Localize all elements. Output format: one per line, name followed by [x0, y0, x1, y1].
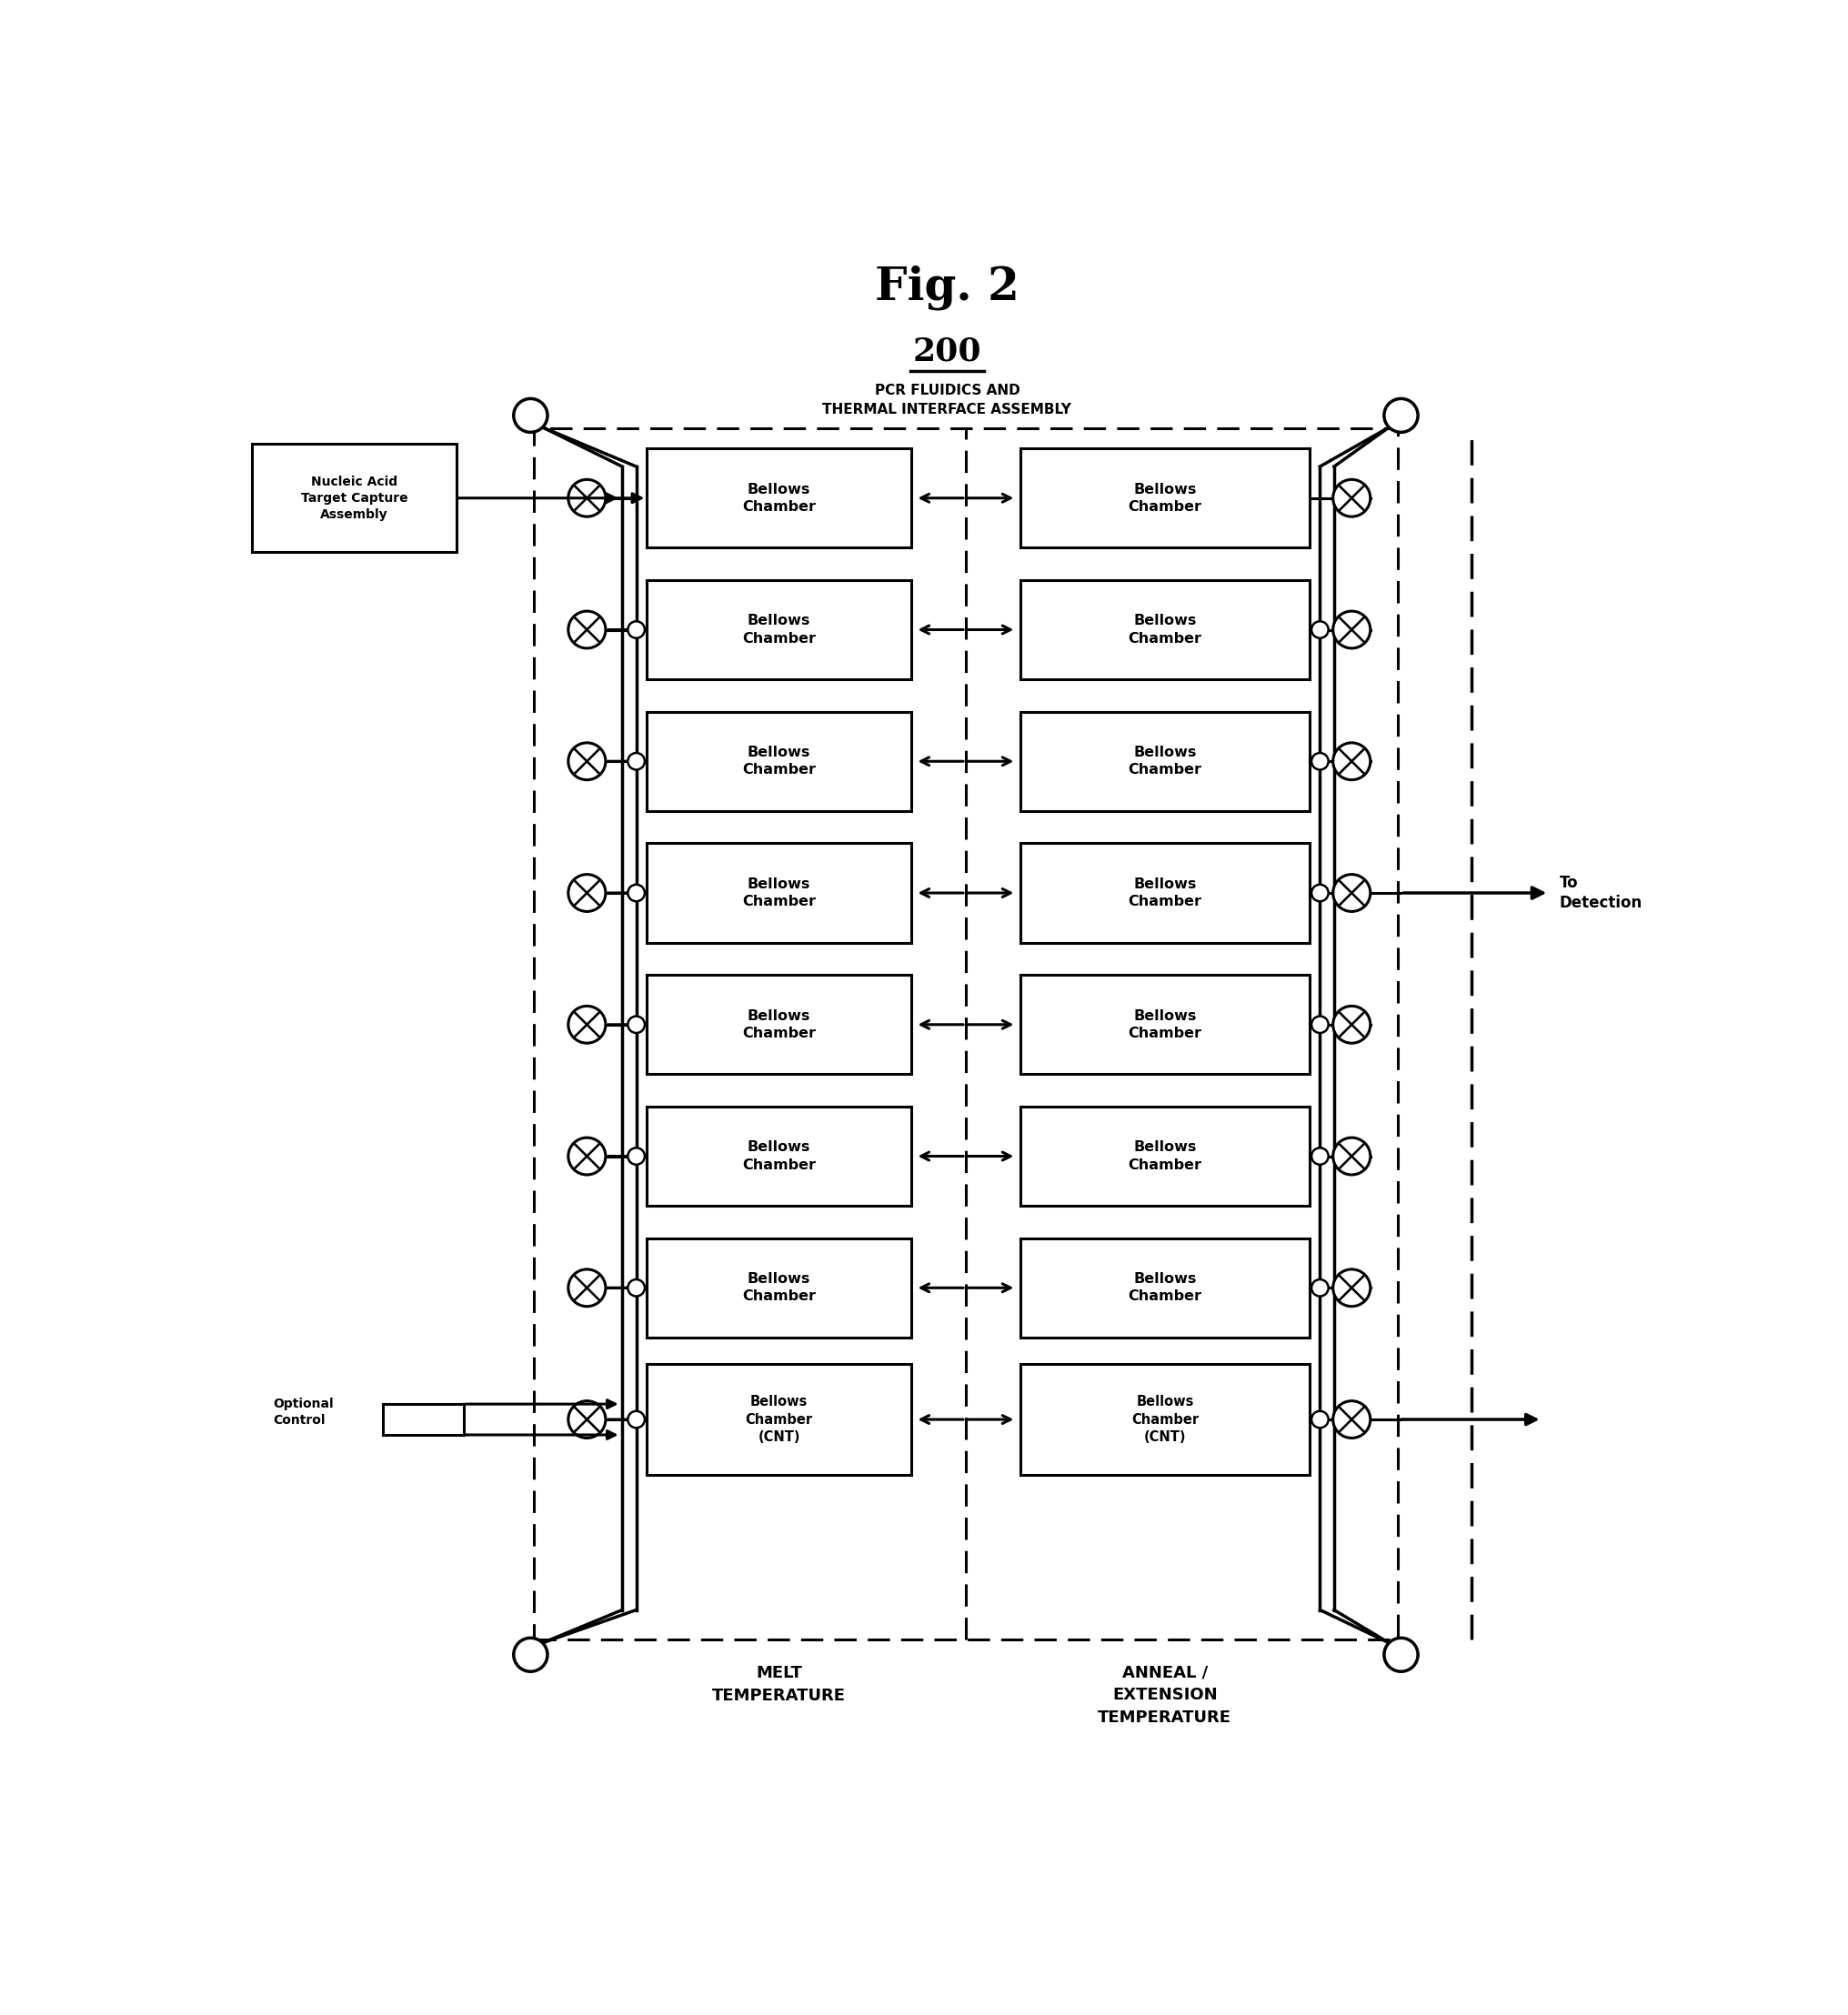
Circle shape — [567, 480, 606, 516]
Bar — [647, 449, 911, 548]
Circle shape — [567, 1138, 606, 1175]
Text: Optional
Control: Optional Control — [274, 1398, 334, 1427]
Bar — [1020, 580, 1310, 679]
Circle shape — [628, 1016, 645, 1034]
Text: Nucleic Acid
Target Capture
Assembly: Nucleic Acid Target Capture Assembly — [301, 476, 408, 520]
Text: Bellows
Chamber: Bellows Chamber — [743, 746, 815, 778]
Text: Bellows
Chamber: Bellows Chamber — [1127, 746, 1201, 778]
Circle shape — [1332, 1005, 1371, 1044]
Circle shape — [1312, 1149, 1329, 1165]
Text: Bellows
Chamber
(CNT): Bellows Chamber (CNT) — [745, 1394, 813, 1443]
Circle shape — [514, 1638, 547, 1672]
Bar — [1020, 1237, 1310, 1338]
Circle shape — [628, 1149, 645, 1165]
Text: Fig. 2: Fig. 2 — [874, 266, 1020, 310]
Circle shape — [1332, 875, 1371, 911]
Bar — [647, 842, 911, 943]
Circle shape — [567, 744, 606, 780]
Text: Bellows
Chamber: Bellows Chamber — [743, 615, 815, 645]
Text: MELT
TEMPERATURE: MELT TEMPERATURE — [711, 1664, 846, 1705]
Circle shape — [628, 621, 645, 639]
Circle shape — [628, 754, 645, 770]
Bar — [251, 443, 456, 552]
Circle shape — [1312, 754, 1329, 770]
Circle shape — [1332, 480, 1371, 516]
Circle shape — [1312, 1410, 1329, 1429]
Circle shape — [1332, 1138, 1371, 1175]
Text: Bellows
Chamber
(CNT): Bellows Chamber (CNT) — [1131, 1394, 1199, 1443]
Bar — [1020, 1364, 1310, 1475]
Circle shape — [514, 399, 547, 433]
Text: Bellows
Chamber: Bellows Chamber — [743, 482, 815, 514]
Circle shape — [567, 875, 606, 911]
Bar — [647, 1237, 911, 1338]
Circle shape — [567, 1269, 606, 1306]
Bar — [1020, 449, 1310, 548]
Bar — [534, 427, 1397, 1640]
Circle shape — [1332, 1269, 1371, 1306]
Bar — [1020, 842, 1310, 943]
Bar — [1020, 711, 1310, 810]
Circle shape — [1312, 885, 1329, 901]
Text: Bellows
Chamber: Bellows Chamber — [1127, 615, 1201, 645]
Text: Bellows
Chamber: Bellows Chamber — [743, 1271, 815, 1304]
Circle shape — [1312, 1280, 1329, 1296]
Circle shape — [628, 885, 645, 901]
Text: Bellows
Chamber: Bellows Chamber — [1127, 877, 1201, 909]
Circle shape — [1332, 744, 1371, 780]
Circle shape — [1312, 1016, 1329, 1034]
Circle shape — [628, 1410, 645, 1429]
Text: Bellows
Chamber: Bellows Chamber — [743, 1140, 815, 1173]
Text: 200: 200 — [913, 337, 981, 367]
Circle shape — [1332, 611, 1371, 649]
Circle shape — [1312, 621, 1329, 639]
Bar — [1020, 1106, 1310, 1205]
Bar — [647, 580, 911, 679]
Text: Bellows
Chamber: Bellows Chamber — [1127, 1271, 1201, 1304]
Circle shape — [1384, 1638, 1417, 1672]
Text: Bellows
Chamber: Bellows Chamber — [743, 877, 815, 909]
Bar — [647, 1106, 911, 1205]
Text: Bellows
Chamber: Bellows Chamber — [1127, 482, 1201, 514]
Bar — [647, 975, 911, 1074]
Circle shape — [1332, 1400, 1371, 1439]
Circle shape — [1384, 399, 1417, 433]
Circle shape — [567, 1400, 606, 1439]
Text: Bellows
Chamber: Bellows Chamber — [1127, 1010, 1201, 1040]
Text: Bellows
Chamber: Bellows Chamber — [1127, 1140, 1201, 1173]
Bar — [647, 711, 911, 810]
Text: Bellows
Chamber: Bellows Chamber — [743, 1010, 815, 1040]
Circle shape — [567, 1005, 606, 1044]
Circle shape — [628, 1280, 645, 1296]
Text: PCR FLUIDICS AND
THERMAL INTERFACE ASSEMBLY: PCR FLUIDICS AND THERMAL INTERFACE ASSEM… — [822, 385, 1072, 417]
Circle shape — [567, 611, 606, 649]
Text: ANNEAL /
EXTENSION
TEMPERATURE: ANNEAL / EXTENSION TEMPERATURE — [1098, 1664, 1233, 1727]
Bar — [1020, 975, 1310, 1074]
Text: To
Detection: To Detection — [1560, 875, 1643, 911]
Bar — [647, 1364, 911, 1475]
